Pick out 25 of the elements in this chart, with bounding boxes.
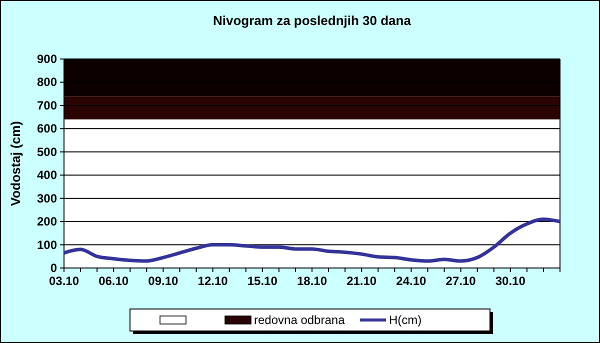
y-tick-label: 500 <box>36 144 58 159</box>
x-tick-label: 12.10 <box>198 274 228 288</box>
legend-label: H(cm) <box>389 313 422 327</box>
y-tick-label: 200 <box>36 214 58 229</box>
y-axis-title: Vodostaj (cm) <box>8 121 23 206</box>
line-series <box>62 217 562 263</box>
y-tick-label: 700 <box>36 98 58 112</box>
x-tick-label: 30.10 <box>495 274 526 288</box>
x-tick-label: 09.10 <box>148 274 179 288</box>
y-tick-label: 800 <box>36 75 58 90</box>
y-tick-label: 100 <box>36 238 58 252</box>
x-tick-label: 21.10 <box>346 274 377 288</box>
y-tick-label: 600 <box>36 122 58 136</box>
x-tick-label: 24.10 <box>396 274 427 288</box>
chart-title: Nivogram za poslednjih 30 dana <box>213 13 412 28</box>
y-tick-label: 300 <box>36 191 58 206</box>
y-tick-label: 400 <box>36 168 58 182</box>
x-tick-label: 15.10 <box>247 274 278 288</box>
x-tick-label: 06.10 <box>98 274 129 288</box>
y-tick-label: 0 <box>50 261 58 275</box>
y-tick-label: 900 <box>36 52 58 66</box>
legend-label: redovna odbrana <box>254 313 346 327</box>
x-tick-label: 18.10 <box>296 274 328 288</box>
x-tick-label: 27.10 <box>446 274 476 288</box>
x-tick-label: 03.10 <box>48 274 80 288</box>
